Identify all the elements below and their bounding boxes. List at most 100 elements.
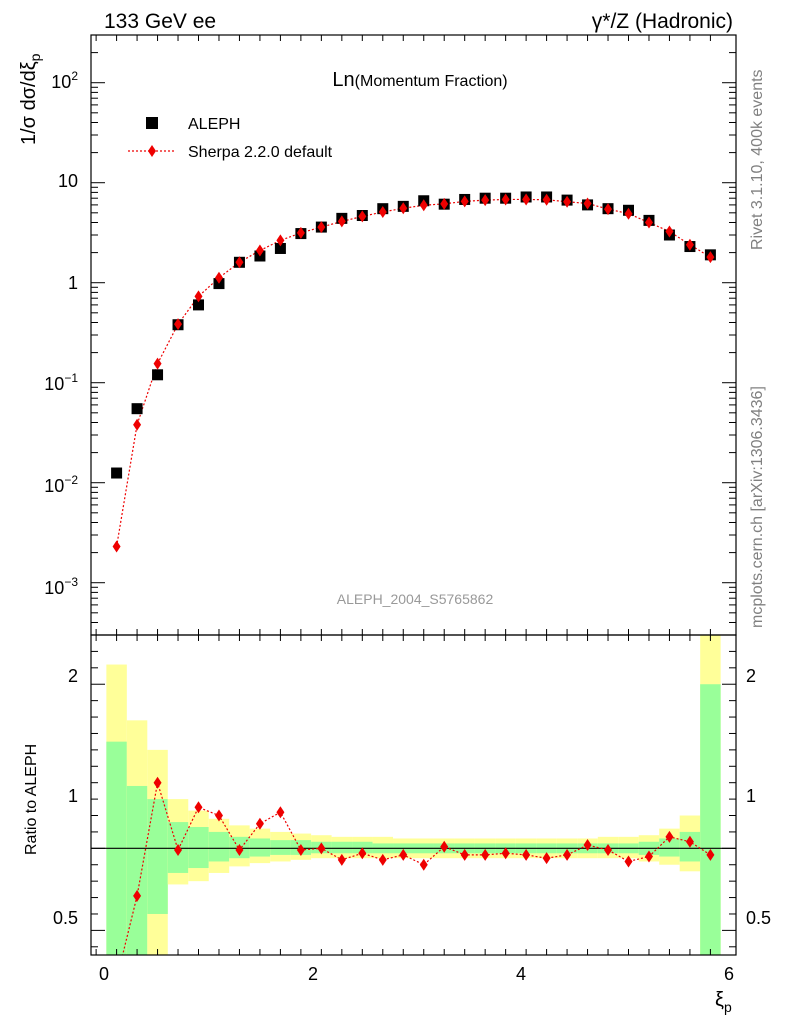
legend-data-marker [146, 117, 158, 129]
ratio-mc-point-22 [563, 848, 572, 861]
ratio-y-tick-labels: 0.5 1 2 0.5 1 2 [53, 666, 771, 928]
ratio-mc-point-23 [583, 839, 592, 852]
x-tick-labels: 0 2 4 6 [99, 964, 734, 984]
ratio-mc-point-1 [133, 889, 142, 902]
legend-data-label: ALEPH [188, 116, 240, 133]
mc-point-16 [440, 197, 449, 210]
ratio-tick-2-left: 2 [68, 666, 78, 686]
mcplots-label: mcplots.cern.ch [arXiv:1306.3436] [749, 386, 766, 628]
ratio-frame [90, 634, 737, 956]
ratio-mc-point-5 [214, 809, 223, 822]
ratio-band-inner-2 [147, 799, 168, 914]
x-axis-title-text: ξ [715, 989, 724, 1011]
ratio-band-inner-1 [126, 785, 148, 955]
mc-point-23 [583, 197, 592, 210]
ratio-mc-point-17 [460, 848, 469, 861]
x-tick-label-6: 6 [724, 964, 734, 984]
y-tick-label-0.01: 10−2 [44, 473, 78, 496]
ratio-mc-point-6 [235, 843, 244, 856]
ratio-mc-point-15 [419, 858, 428, 871]
data-point-2 [152, 369, 164, 381]
process-label: γ*/Z (Hadronic) [592, 10, 733, 33]
ratio-mc-point-16 [440, 840, 449, 853]
ratio-mc-point-18 [481, 848, 490, 861]
mc-point-18 [481, 194, 490, 207]
y-tick-label-10: 10 [58, 171, 78, 191]
ratio-mc-point-3 [174, 843, 183, 856]
ratio-mc-point-25 [624, 855, 633, 868]
mc-point-17 [460, 195, 469, 208]
ratio-mc-point-11 [337, 853, 346, 866]
mc-point-20 [522, 193, 531, 206]
mc-point-10 [317, 221, 326, 234]
ratio-mc-point-21 [542, 852, 551, 865]
x-tick-label-2: 2 [308, 964, 318, 984]
data-point-8 [274, 242, 286, 254]
mc-point-2 [153, 357, 162, 370]
ratio-mc-point-10 [317, 842, 326, 855]
mc-point-21 [542, 193, 551, 206]
ratio-mc-point-9 [296, 843, 305, 856]
mc-point-7 [255, 244, 264, 257]
ratio-tick-1-left: 1 [68, 786, 78, 806]
mc-point-22 [563, 195, 572, 208]
ratio-mc-point-7 [255, 817, 264, 830]
rivet-label: Rivet 3.1.10, 400k events [749, 69, 766, 250]
x-tick-label-0: 0 [99, 964, 109, 984]
ratio-mc-point-14 [399, 848, 408, 861]
ratio-tick-0.5-right: 0.5 [746, 908, 771, 928]
y-tick-label-1: 1 [68, 273, 78, 293]
ratio-band-inner-29 [700, 684, 721, 955]
data-point-1 [131, 403, 143, 415]
mc-point-4 [194, 290, 203, 303]
plot-title: Ln(Momentum Fraction) [332, 69, 507, 91]
analysis-id: ALEPH_2004_S5765862 [337, 591, 494, 607]
ratio-mc-point-4 [194, 801, 203, 814]
ratio-mc-point-2 [153, 776, 162, 789]
mc-point-11 [337, 215, 346, 228]
ratio-mc-point-27 [665, 830, 674, 843]
mc-line [116, 198, 711, 547]
ratio-band-inner-27 [659, 838, 680, 857]
mc-point-25 [624, 207, 633, 220]
y-axis-title-sub: p [27, 53, 43, 61]
mc-point-5 [214, 271, 223, 284]
plot-title-suffix: (Momentum Fraction) [355, 73, 508, 90]
mc-point-3 [174, 318, 183, 331]
legend-mc-marker [148, 145, 156, 157]
ratio-tick-1-right: 1 [746, 786, 756, 806]
ratio-mc-point-12 [358, 847, 367, 860]
ratio-band-inner-4 [188, 827, 209, 869]
mc-point-29 [706, 251, 715, 264]
plot-title-prefix: Ln [332, 69, 354, 91]
ratio-mc-point-29 [706, 848, 715, 861]
ratio-mc-point-26 [644, 850, 653, 863]
legend-mc-label: Sherpa 2.2.0 default [188, 144, 333, 161]
ratio-mc-point-13 [378, 853, 387, 866]
ratio-y-axis-title: Ratio to ALEPH [23, 744, 40, 855]
x-tick-label-4: 4 [516, 964, 526, 984]
ratio-tick-0.5-left: 0.5 [53, 908, 78, 928]
mc-point-8 [276, 234, 285, 247]
ratio-mc-point-24 [604, 843, 613, 856]
ratio-tick-2-right: 2 [746, 666, 756, 686]
ratio-mc-point-20 [522, 848, 531, 861]
mc-point-6 [235, 256, 244, 269]
axes [90, 34, 737, 956]
x-axis-title: ξp [715, 989, 732, 1015]
mc-point-19 [501, 193, 510, 206]
x-axis-title-sub: p [724, 999, 732, 1015]
ratio-band-inner-11 [331, 841, 353, 854]
data-point-4 [193, 299, 204, 311]
mc-point-28 [685, 238, 694, 251]
mc-point-13 [378, 205, 387, 218]
mc-point-0 [112, 540, 121, 553]
energy-label: 133 GeV ee [104, 10, 216, 33]
mc-point-14 [399, 202, 408, 215]
mc-point-9 [296, 226, 305, 239]
ratio-bands [91, 635, 736, 955]
ratio-mc-line [121, 782, 711, 955]
ratio-marks [121, 776, 715, 955]
svg-text:1/σ dσ/dξp: 1/σ dσ/dξp [18, 53, 43, 145]
